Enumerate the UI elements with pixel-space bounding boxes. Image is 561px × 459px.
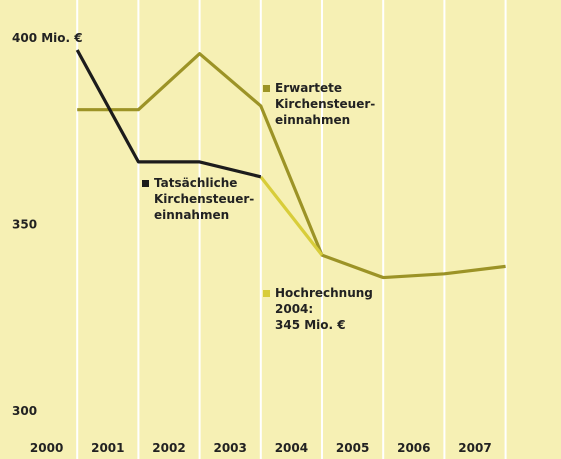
x-tick-label: 2003 bbox=[213, 441, 246, 455]
y-tick-label: 350 bbox=[12, 218, 37, 232]
series-line bbox=[77, 52, 506, 280]
series-line bbox=[75, 49, 262, 179]
x-tick-label: 2007 bbox=[458, 441, 491, 455]
x-tick-label: 2001 bbox=[91, 441, 124, 455]
y-tick-label: 400 Mio. € bbox=[12, 31, 83, 45]
legend-swatch bbox=[263, 85, 270, 92]
legend-swatch bbox=[263, 290, 270, 297]
x-tick-label: 2006 bbox=[397, 441, 430, 455]
legend-label: Tatsächliche Kirchensteuer-einnahmen bbox=[154, 176, 255, 222]
legend-swatch bbox=[142, 180, 149, 187]
y-tick-label: 300 bbox=[12, 404, 37, 418]
legend-label: Hochrechnung 2004: 345 Mio. € bbox=[275, 286, 373, 332]
x-tick-label: 2004 bbox=[275, 441, 308, 455]
legend-label: Erwartete Kirchensteuer-einnahmen bbox=[275, 81, 376, 127]
x-tick-label: 2002 bbox=[152, 441, 185, 455]
series-line bbox=[259, 175, 324, 257]
x-tick-label: 2000 bbox=[30, 441, 63, 455]
x-tick-label: 2005 bbox=[336, 441, 369, 455]
